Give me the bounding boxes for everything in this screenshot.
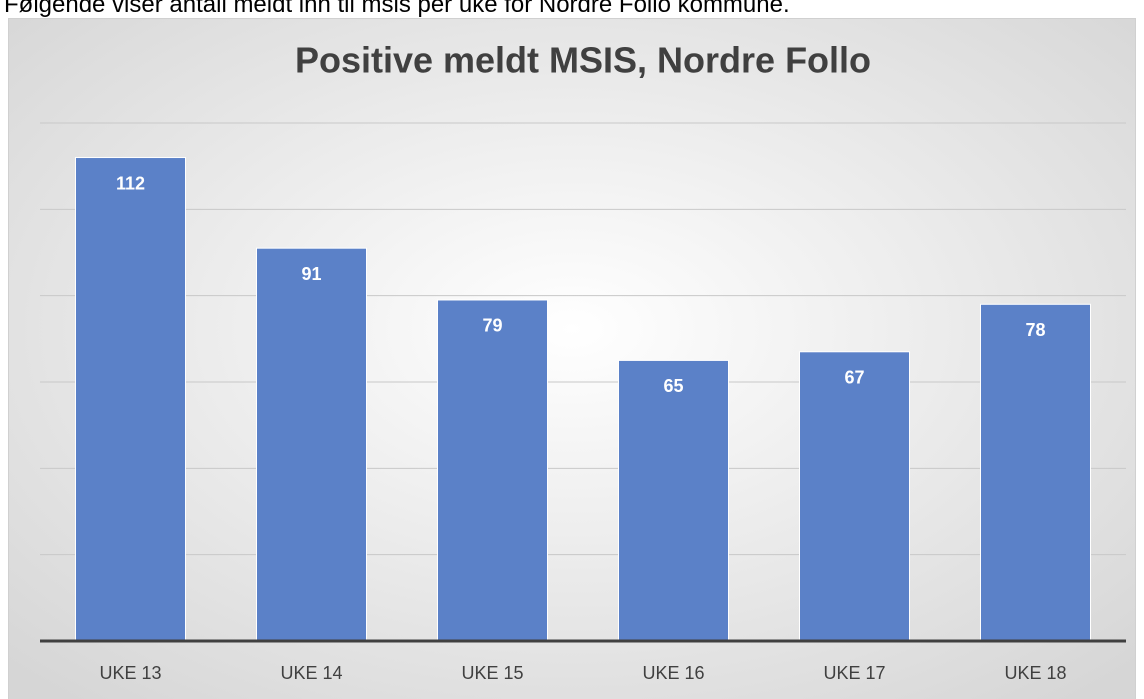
plot: 112 UKE 13 91 UKE 14 79 UKE 15 65 UKE 16 67 UKE 1… (40, 122, 1126, 683)
value-label: 67 (844, 368, 864, 388)
value-label: 78 (1025, 320, 1045, 340)
x-tick-label: UKE 15 (461, 663, 523, 683)
x-tick-label: UKE 14 (280, 663, 342, 683)
x-tick-label: UKE 16 (642, 663, 704, 683)
value-label: 91 (301, 264, 321, 284)
bar (256, 247, 367, 642)
chart-title: Positive meldt MSIS, Nordre Follo (295, 40, 871, 81)
bar (437, 299, 548, 642)
bar (618, 359, 729, 642)
x-tick-label: UKE 13 (99, 663, 161, 683)
chart-area (8, 18, 1136, 699)
value-label: 79 (482, 316, 502, 336)
x-tick-label: UKE 17 (823, 663, 885, 683)
value-label: 112 (116, 173, 145, 193)
x-tick-label: UKE 18 (1004, 663, 1066, 683)
value-label: 65 (663, 376, 683, 396)
caption: Følgende viser antall meldt inn til msis… (4, 0, 790, 18)
bar (980, 303, 1091, 642)
bar (799, 351, 910, 642)
bar (75, 157, 186, 642)
